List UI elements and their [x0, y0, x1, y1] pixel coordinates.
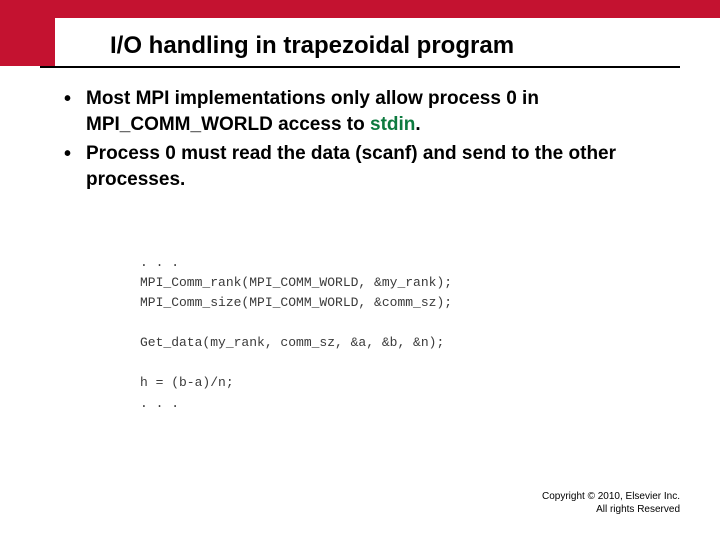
code-block: . . . MPI_Comm_rank(MPI_COMM_WORLD, &my_… [140, 253, 660, 414]
bullet-text-pre: Most MPI implementations only allow proc… [86, 88, 539, 135]
copyright: Copyright © 2010, Elsevier Inc. All righ… [542, 491, 680, 516]
bullet-text-pre: Process 0 must read the data (scanf) and… [86, 143, 616, 190]
bullet-item: Most MPI implementations only allow proc… [60, 86, 660, 137]
slide-title: I/O handling in trapezoidal program [110, 32, 720, 60]
copyright-line2: All rights Reserved [542, 504, 680, 517]
stdin-highlight: stdin [370, 114, 415, 135]
title-underline [40, 66, 680, 68]
bullet-list: Most MPI implementations only allow proc… [60, 86, 660, 193]
content-area: Most MPI implementations only allow proc… [60, 86, 660, 414]
left-red-tab [0, 18, 55, 66]
bullet-item: Process 0 must read the data (scanf) and… [60, 141, 660, 192]
bullet-text-post: . [415, 114, 420, 135]
copyright-line1: Copyright © 2010, Elsevier Inc. [542, 491, 680, 504]
top-red-bar [0, 0, 720, 18]
